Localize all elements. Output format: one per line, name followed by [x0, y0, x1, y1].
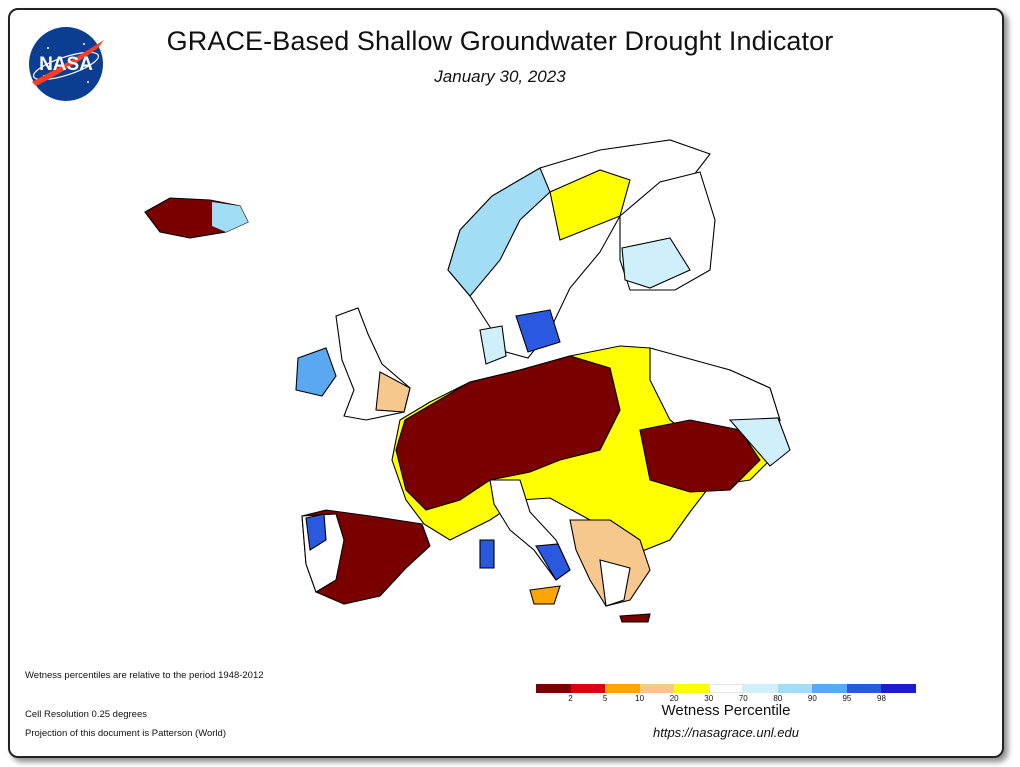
legend-swatch: [881, 684, 916, 693]
legend-tick-label: 95: [842, 694, 852, 703]
map-title: GRACE-Based Shallow Groundwater Drought …: [166, 26, 834, 56]
sicily: [529, 585, 561, 605]
legend-color-scale: [536, 684, 916, 693]
legend-swatch: [846, 684, 882, 693]
legend-title: Wetness Percentile: [661, 702, 791, 719]
crete: [619, 613, 651, 623]
legend-tick-label: 30: [704, 694, 714, 703]
legend-tick-label: 20: [669, 694, 679, 703]
sardinia: [479, 539, 495, 569]
legend-swatch: [570, 684, 606, 693]
source-url: https://nasagrace.unl.edu: [653, 725, 799, 740]
legend-swatch: [743, 684, 778, 693]
legend-tick-label: 5: [602, 694, 608, 703]
legend-ticks: 2 5 10 20 30 70 80 90 95 98: [536, 693, 916, 705]
note-resolution: Cell Resolution 0.25 degrees: [25, 709, 147, 720]
ireland: [295, 347, 337, 397]
svg-text:NASA: NASA: [39, 54, 93, 75]
note-period: Wetness percentiles are relative to the …: [25, 670, 264, 681]
legend-tick-label: 10: [635, 694, 645, 703]
europe-map: [144, 139, 791, 623]
legend-swatch: [605, 684, 640, 693]
note-projection: Projection of this document is Patterson…: [25, 728, 226, 739]
legend-swatch: [708, 684, 744, 693]
legend-swatch: [536, 684, 571, 693]
legend-swatch: [777, 684, 813, 693]
map-date: January 30, 2023: [434, 67, 566, 86]
legend-tick-label: 98: [877, 694, 886, 703]
legend-swatch: [812, 684, 847, 693]
legend-tick-label: 70: [738, 694, 748, 703]
legend-tick-label: 2: [568, 694, 573, 703]
denmark: [479, 325, 507, 365]
legend: 2 5 10 20 30 70 80 90 95 98: [536, 684, 916, 705]
legend-tick-label: 80: [773, 694, 783, 703]
legend-tick-label: 90: [807, 694, 817, 703]
legend-swatch: [674, 684, 709, 693]
nasa-logo: NASA: [29, 27, 104, 101]
legend-swatch: [639, 684, 675, 693]
